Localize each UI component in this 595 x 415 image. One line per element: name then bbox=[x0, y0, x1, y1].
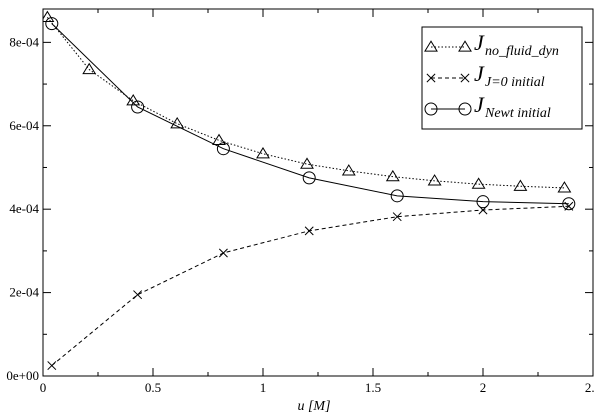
legend-label-2: J bbox=[474, 92, 485, 117]
series-0-point bbox=[513, 179, 528, 191]
series-2-point bbox=[302, 171, 316, 185]
legend-marker-0 bbox=[458, 40, 472, 52]
legend-label-1: J bbox=[474, 61, 485, 86]
series-0-point bbox=[557, 181, 572, 193]
series-0-point bbox=[256, 146, 270, 159]
y-tick-label: 6e-04 bbox=[9, 118, 39, 133]
series-0-point bbox=[385, 169, 400, 182]
x-tick-label: 0 bbox=[40, 380, 47, 395]
series-2-point bbox=[216, 142, 230, 156]
series-2-point bbox=[131, 100, 145, 114]
x-axis-label: u [M] bbox=[297, 399, 330, 414]
series-0-point bbox=[341, 164, 356, 176]
series-0-point bbox=[170, 116, 185, 129]
series-2-point bbox=[476, 195, 490, 209]
axes: 0 0.5 1 1.5 2 2.5 0e+00 2e-04 4e-04 6e-04 8e-04 u [… bbox=[6, 8, 595, 414]
series-2-point bbox=[562, 197, 576, 211]
x-tick-label: 1.5 bbox=[365, 380, 381, 395]
series-1-point bbox=[392, 212, 402, 222]
plot-area bbox=[43, 10, 576, 371]
series-1-point bbox=[304, 226, 314, 236]
y-tick-label: 4e-04 bbox=[9, 201, 39, 216]
legend-marker-1 bbox=[460, 73, 470, 83]
legend-marker-1 bbox=[426, 73, 436, 83]
x-tick-label: 2 bbox=[480, 380, 487, 395]
series-1-point-stroke bbox=[133, 290, 143, 300]
series-1-point-stroke bbox=[47, 361, 57, 371]
legend-marker-1-stroke bbox=[460, 73, 470, 83]
series-2-point bbox=[45, 17, 59, 31]
series-1-point bbox=[47, 361, 57, 371]
series-0-point bbox=[427, 174, 442, 186]
series-0-point bbox=[82, 62, 97, 75]
series-1-point-stroke bbox=[392, 212, 402, 222]
series-1-point-stroke bbox=[304, 226, 314, 236]
legend-sublabel-1: J=0 initial bbox=[485, 75, 545, 90]
series-1-point bbox=[133, 290, 143, 300]
series-0-point bbox=[43, 10, 55, 22]
legend-marker-2 bbox=[458, 102, 472, 116]
legend-sublabel-2: Newt initial bbox=[484, 106, 551, 121]
series-2-point bbox=[390, 189, 404, 203]
series-0-point bbox=[471, 177, 486, 189]
series-1-point bbox=[218, 248, 228, 258]
x-tick-label: 2.5 bbox=[585, 380, 595, 395]
y-tick-label: 0e+00 bbox=[6, 368, 39, 383]
legend-marker-2 bbox=[424, 102, 438, 116]
x-tick-label: 1 bbox=[260, 380, 267, 395]
legend-marker-1-stroke bbox=[426, 73, 436, 83]
series-line-2 bbox=[51, 23, 569, 205]
y-tick-label: 8e-04 bbox=[9, 34, 39, 49]
legend-label-0: J bbox=[474, 30, 485, 55]
legend-marker-0 bbox=[424, 40, 438, 52]
y-tick-label: 2e-04 bbox=[9, 285, 39, 300]
series-1-point-stroke bbox=[218, 248, 228, 258]
x-tick-label: 0.5 bbox=[145, 380, 161, 395]
legend-sublabel-0: no_fluid_dyn bbox=[485, 44, 559, 59]
series-0-point bbox=[300, 157, 314, 169]
